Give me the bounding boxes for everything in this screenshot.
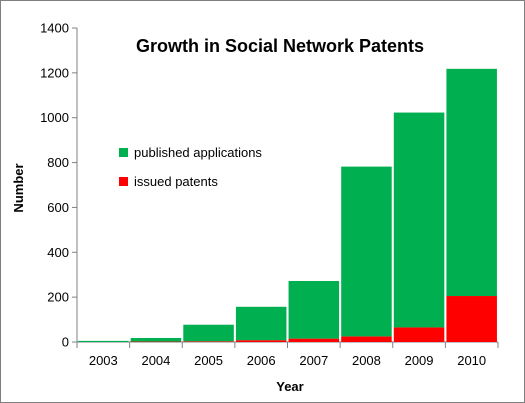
bar-published-applications-2008 bbox=[341, 166, 392, 337]
y-tick-label: 200 bbox=[47, 290, 69, 305]
legend-label-published-applications: published applications bbox=[134, 145, 262, 160]
chart-title: Growth in Social Network Patents bbox=[136, 36, 424, 56]
bar-published-applications-2006 bbox=[235, 306, 287, 341]
bar-issued-patents-2005 bbox=[183, 341, 234, 342]
legend-swatch-published-applications bbox=[119, 148, 128, 157]
bars bbox=[78, 68, 497, 342]
bar-published-applications-2010 bbox=[446, 68, 497, 297]
bar-published-applications-2009 bbox=[393, 112, 445, 328]
y-tick-label: 800 bbox=[47, 155, 69, 170]
y-tick-label: 600 bbox=[47, 200, 69, 215]
x-tick-label: 2003 bbox=[89, 353, 118, 368]
y-axis-label: Number bbox=[11, 163, 26, 212]
x-tick-label: 2008 bbox=[352, 353, 381, 368]
bar-published-applications-2007 bbox=[288, 280, 340, 339]
bar-issued-patents-2010 bbox=[446, 296, 497, 342]
x-tick-label: 2009 bbox=[405, 353, 434, 368]
legend-label-issued-patents: issued patents bbox=[134, 174, 218, 189]
bar-issued-patents-2008 bbox=[341, 336, 392, 342]
x-axis-label: Year bbox=[276, 379, 303, 394]
bar-issued-patents-2009 bbox=[393, 327, 445, 342]
bar-published-applications-2004 bbox=[130, 337, 182, 342]
y-tick-label: 1000 bbox=[40, 110, 69, 125]
x-tick-label: 2006 bbox=[247, 353, 276, 368]
y-tick-label: 1400 bbox=[40, 21, 69, 36]
y-tick-label: 1200 bbox=[40, 65, 69, 80]
bar-published-applications-2003 bbox=[78, 340, 129, 342]
bar-issued-patents-2007 bbox=[288, 338, 340, 342]
axes: 0 200 400 600 800 1000 1200 1400 2003 2004 2005 200… bbox=[40, 21, 499, 368]
y-tick-label: 400 bbox=[47, 245, 69, 260]
legend: published applications issued patents bbox=[119, 145, 262, 189]
legend-swatch-issued-patents bbox=[119, 177, 128, 186]
bar-issued-patents-2006 bbox=[235, 340, 287, 342]
x-tick-label: 2004 bbox=[141, 353, 170, 368]
x-tick-label: 2010 bbox=[457, 353, 486, 368]
y-tick-label: 0 bbox=[62, 335, 69, 350]
bar-published-applications-2005 bbox=[183, 324, 234, 342]
x-tick-label: 2005 bbox=[194, 353, 223, 368]
x-tick-label: 2007 bbox=[299, 353, 328, 368]
